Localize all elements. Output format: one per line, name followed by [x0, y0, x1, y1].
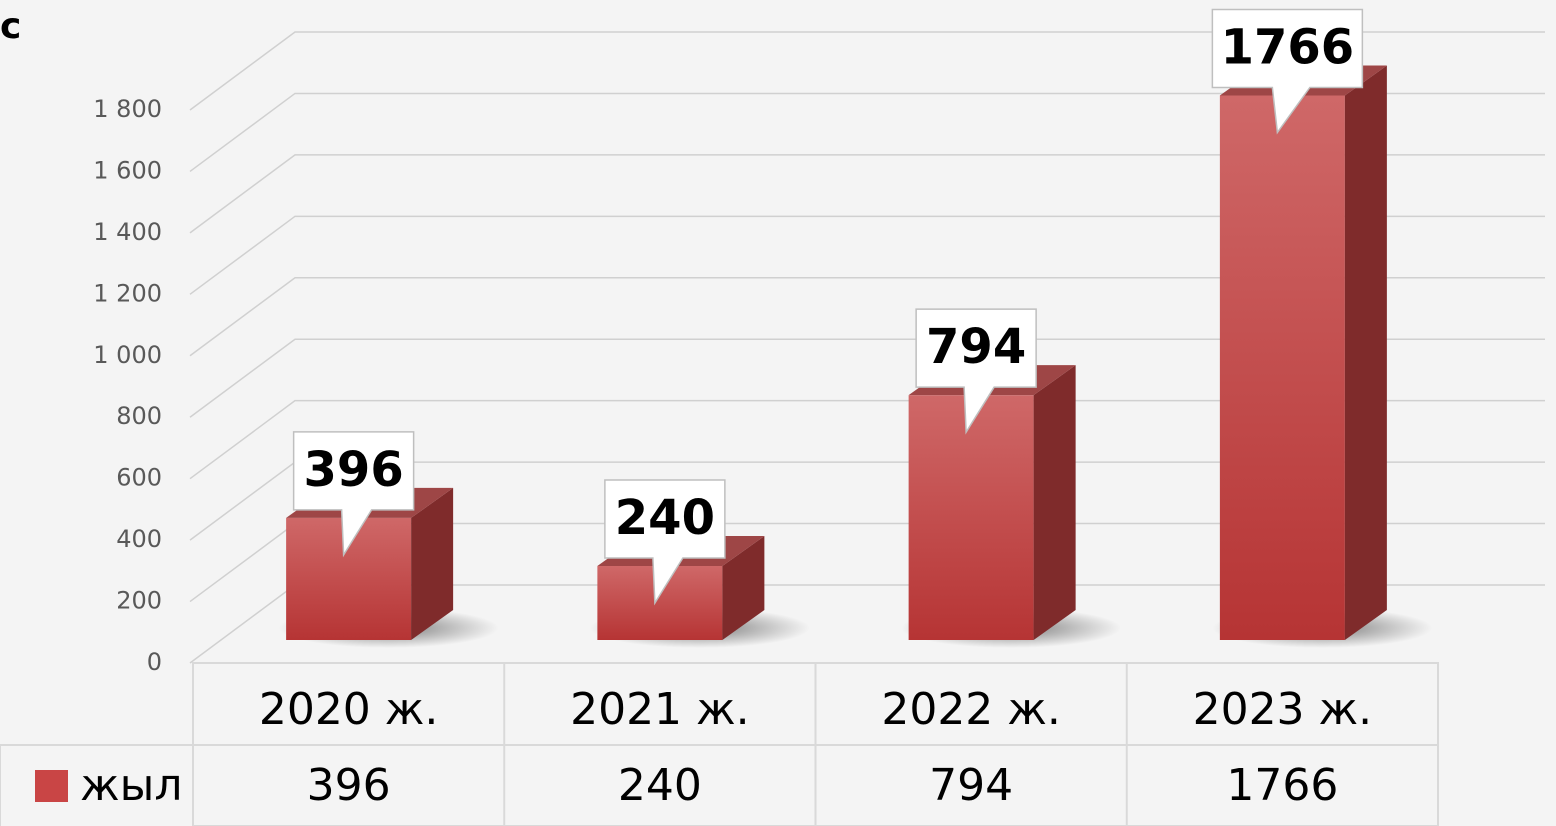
x-tick-label: 2021 ж.	[570, 684, 750, 735]
bar-side	[1344, 65, 1387, 640]
table-value: 794	[929, 760, 1013, 811]
y-tick-label: 1 800	[93, 95, 162, 123]
table-value: 1766	[1226, 760, 1338, 811]
grid-line	[189, 154, 1545, 234]
y-tick-label: 400	[116, 525, 162, 553]
grid-line	[189, 92, 1545, 173]
bar-side	[722, 536, 765, 640]
y-tick-label: 1 000	[93, 341, 162, 369]
y-tick-label: 600	[116, 464, 162, 492]
data-label-callout	[1211, 8, 1364, 135]
bar-side	[411, 487, 454, 640]
grid-line	[189, 338, 1545, 418]
table-value: 396	[307, 760, 391, 811]
bar-side	[1033, 365, 1076, 640]
legend-label: жыл	[80, 760, 183, 811]
grid-line	[189, 399, 1545, 480]
x-tick-label: 2020 ж.	[259, 684, 439, 735]
data-label-callout	[604, 479, 726, 606]
x-tick-label: 2022 ж.	[881, 684, 1061, 735]
y-tick-label: 1 200	[93, 279, 162, 307]
data-label: 396	[304, 442, 404, 498]
y-tick-label: 0	[147, 648, 162, 676]
y-tick-label: 800	[116, 402, 162, 430]
table-value: 240	[618, 760, 702, 811]
bar	[908, 395, 1034, 640]
data-label: 1766	[1221, 19, 1355, 75]
data-label-callout	[915, 308, 1037, 435]
data-label: 794	[926, 319, 1026, 375]
data-label: 240	[615, 490, 715, 546]
bar	[1219, 95, 1345, 640]
grid-line	[189, 215, 1545, 295]
y-tick-label: 200	[116, 587, 162, 615]
grid-line	[189, 31, 1545, 111]
chart-title: с	[0, 6, 21, 47]
legend-swatch	[35, 770, 68, 802]
y-tick-label: 1 400	[93, 218, 162, 246]
data-label-callout	[292, 431, 415, 558]
y-tick-label: 1 600	[93, 156, 162, 184]
x-tick-label: 2023 ж.	[1193, 684, 1373, 735]
grid-line	[189, 277, 1545, 357]
